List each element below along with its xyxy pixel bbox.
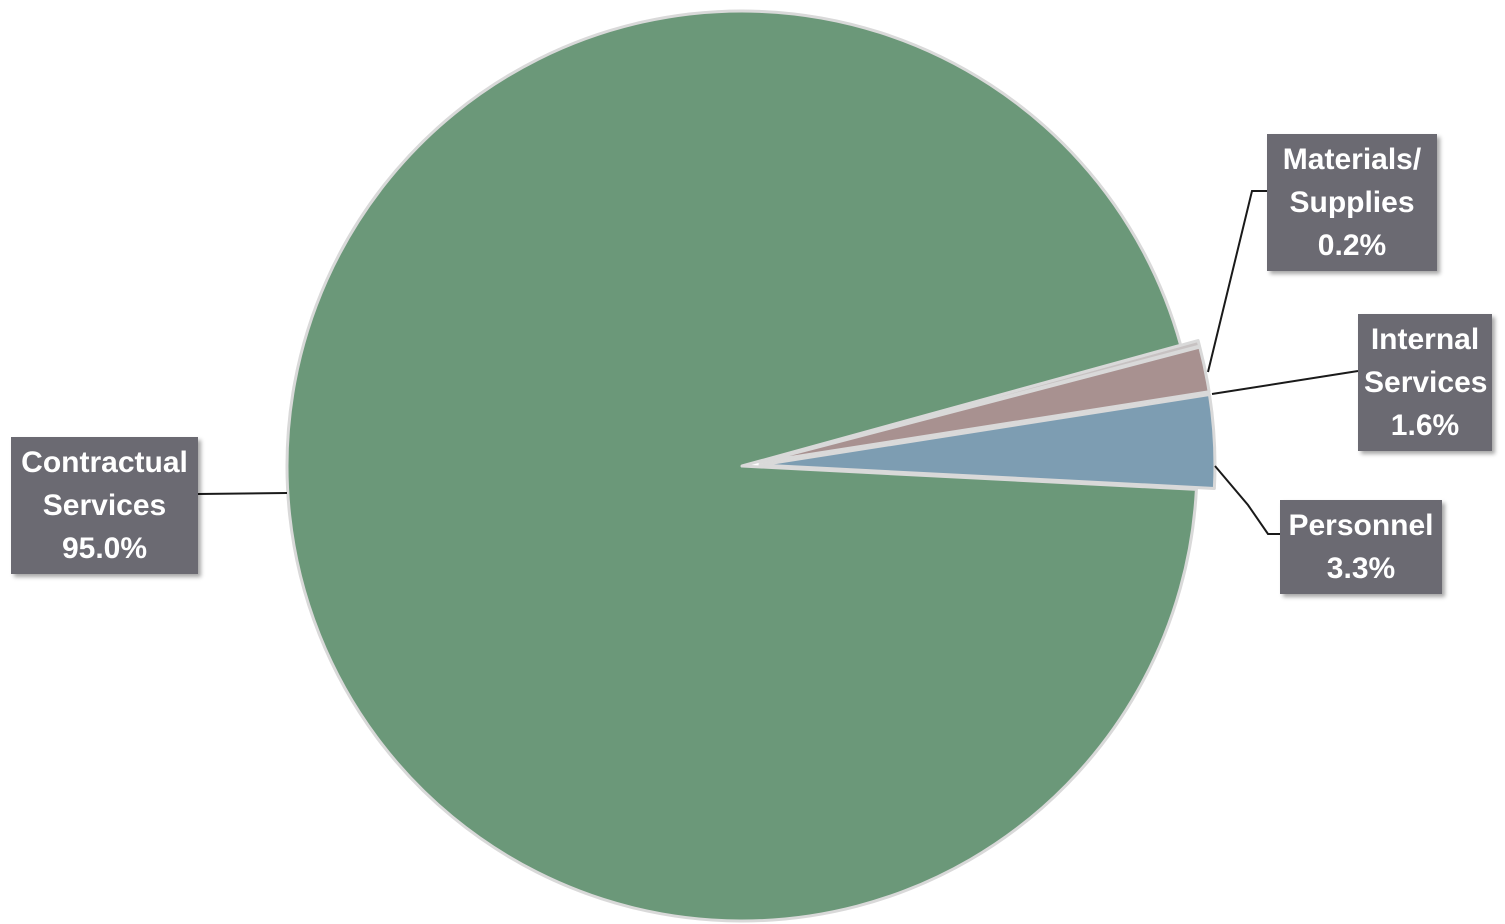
pie-slice-personnel: [758, 393, 1217, 490]
slice-value-personnel: 3.3%: [1326, 552, 1396, 585]
slice-label-materials-supplies-line1: Materials/: [1282, 143, 1422, 176]
slice-label-materials-supplies-line2: Supplies: [1289, 186, 1415, 219]
data-label-personnel: Personnel 3.3%: [1280, 500, 1442, 594]
slice-label-contractual-services-line2: Services: [42, 489, 167, 522]
data-label-internal-services: Internal Services 1.6%: [1358, 314, 1492, 451]
slice-label-contractual-services-line1: Contractual: [21, 446, 188, 479]
leader-line-internal-services: [1211, 370, 1359, 395]
pie-slice-contractual-services: [285, 9, 1198, 923]
data-label-contractual-services: Contractual Services 95.0%: [11, 437, 198, 574]
leader-lines: [197, 190, 1359, 535]
leader-line-contractual-services: [197, 492, 288, 495]
pie-slices: [285, 9, 1217, 923]
slice-label-personnel: Personnel: [1288, 509, 1434, 542]
slice-label-internal-services-line1: Internal: [1370, 323, 1480, 356]
slice-value-internal-services: 1.6%: [1390, 409, 1460, 442]
leader-line-personnel: [1214, 465, 1280, 535]
leader-line-materials-supplies: [1207, 190, 1267, 373]
slice-value-contractual-services: 95.0%: [61, 532, 148, 565]
slice-label-internal-services-line2: Services: [1364, 366, 1488, 399]
data-label-materials-supplies: Materials/ Supplies 0.2%: [1267, 134, 1437, 271]
slice-value-materials-supplies: 0.2%: [1317, 229, 1387, 262]
